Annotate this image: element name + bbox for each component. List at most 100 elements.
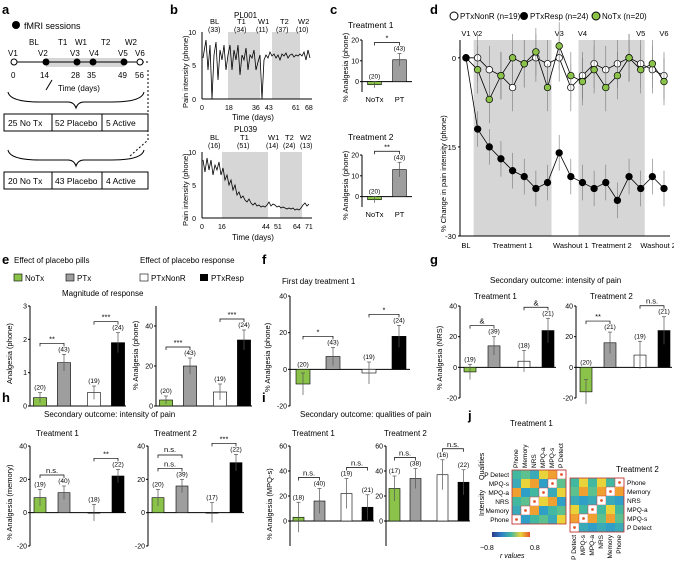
n-label: (22) — [230, 446, 242, 453]
y-tick-label: 0 — [379, 519, 383, 526]
sig-label: ** — [103, 449, 109, 458]
j-bottom-label: Phone — [616, 535, 623, 554]
b2-xtick: 0 — [200, 224, 204, 231]
panel-letter-e: e — [2, 252, 9, 267]
y-tick-label: 40 — [279, 294, 287, 301]
group1-placebo: 52 Placebo — [55, 118, 98, 128]
j-cell — [512, 479, 521, 488]
j-bottom-label: P Detect — [571, 535, 578, 560]
sig-bracket — [93, 457, 119, 462]
point-notx — [625, 54, 633, 62]
y-tick-label: 0 — [569, 365, 573, 372]
e-header2: Effect of placebo response — [140, 256, 235, 265]
j-cell — [588, 487, 597, 496]
j-left-label: P Detect — [484, 472, 509, 479]
j-left-label: Phone — [490, 517, 509, 524]
j-cell — [512, 506, 521, 515]
j-cell — [512, 497, 521, 506]
category-label: PT — [395, 95, 405, 104]
h-ylabel: % Analgesia (memory) — [5, 464, 14, 540]
j-cell — [539, 515, 548, 524]
y-tick-label: 0 — [283, 367, 287, 374]
j-diag-dot — [618, 481, 621, 484]
j-cell — [597, 505, 606, 514]
y-tick-label: 2 — [23, 337, 27, 344]
j-right-label: MPQ-s — [627, 516, 648, 523]
b1-phase: W2 — [298, 17, 309, 26]
point-notx — [613, 71, 622, 80]
j-cell — [539, 479, 548, 488]
j-cell — [512, 488, 521, 497]
n-label: (24) — [393, 317, 405, 324]
sig-label: n.s. — [399, 449, 411, 458]
y-tick-label: 0 — [355, 194, 359, 201]
b2-shade-t1 — [222, 152, 268, 218]
n-label: (21) — [604, 324, 616, 331]
point-notx — [590, 66, 598, 74]
sig-label: ** — [595, 312, 601, 321]
j-cell — [548, 506, 557, 515]
day-0: 0 — [11, 71, 16, 80]
dashed-arrow — [129, 70, 149, 157]
j-cell — [530, 515, 539, 524]
j-cell — [570, 505, 579, 514]
timeline-node — [120, 58, 128, 66]
n-label: (19) — [634, 333, 646, 340]
cbar-min: −0.8 — [480, 545, 494, 552]
j-cell — [548, 470, 557, 479]
n-label: (20) — [369, 74, 381, 81]
j-cell — [597, 487, 606, 496]
b2-ylabel: Pain intensity (phone) — [181, 153, 190, 226]
b2-ytick: 0 — [192, 216, 196, 223]
y-tick-label: -30 — [445, 232, 456, 241]
b2-ytick: 5 — [192, 183, 196, 190]
panel-d: d PTxNonR (n=19) PTxResp (n=24) NoTx (n=… — [430, 2, 674, 250]
point-resp — [462, 54, 470, 62]
day-28: 28 — [71, 71, 80, 80]
sig-label: *** — [102, 313, 111, 322]
j-top-label: MPQ-s — [549, 447, 556, 468]
j-right-label: NRS — [627, 498, 641, 505]
j-title-t1: Treatment 1 — [510, 419, 553, 428]
n-label: (20) — [152, 481, 164, 488]
b1-count: (33) — [208, 27, 220, 34]
n-label: (21) — [542, 310, 554, 317]
sig-bracket — [157, 467, 183, 472]
y-tick-label: 0 — [452, 54, 456, 63]
sig-label: *** — [228, 310, 237, 319]
sig-label: n.s. — [164, 459, 176, 468]
y-tick-label: -20 — [17, 544, 27, 551]
point-notx — [660, 77, 668, 86]
n-label: (39) — [176, 471, 188, 478]
j-cell — [530, 506, 539, 515]
sig-bracket — [302, 335, 334, 340]
group2-notx: 20 No Tx — [8, 176, 43, 186]
j-cell — [588, 514, 597, 523]
y-tick-label: 10 — [351, 173, 359, 180]
phase-w1: W1 — [75, 38, 88, 47]
b2-shade-t2 — [280, 152, 302, 218]
j-cell — [579, 496, 588, 505]
f-title: First day treatment 1 — [282, 277, 356, 286]
j-cell — [570, 478, 579, 487]
visit-v6: V6 — [135, 49, 145, 58]
b2-count: (13) — [300, 143, 312, 150]
cbar-max: 0.8 — [530, 545, 540, 552]
n-label: (24) — [238, 322, 250, 329]
y-tick-label: 1 — [23, 370, 27, 377]
y-tick-label: 0 — [453, 365, 457, 372]
sig-bracket — [394, 457, 416, 461]
j-cell — [530, 470, 539, 479]
phase-w2: W2 — [125, 38, 138, 47]
j-cell — [557, 497, 566, 506]
category-label: PT — [395, 210, 405, 219]
b2-title: PL039 — [234, 125, 258, 134]
b2-xlabel: Time (days) — [232, 233, 274, 242]
j-left-label: MPQ-a — [488, 490, 509, 497]
j-cell — [579, 523, 588, 532]
group1-notx: 25 No Tx — [8, 118, 43, 128]
j-diag-dot — [609, 490, 612, 493]
